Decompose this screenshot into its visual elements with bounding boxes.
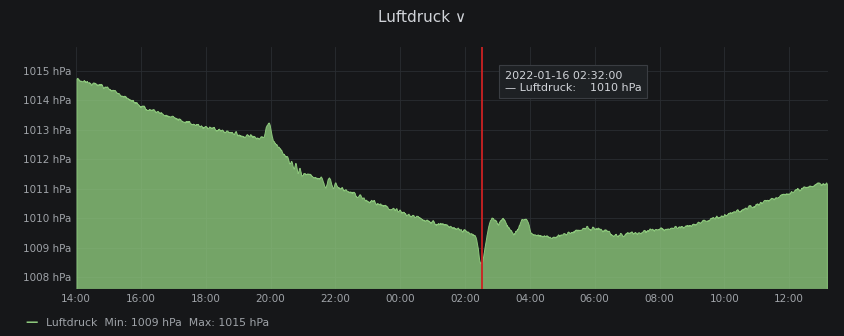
Text: Luftdruck  Min: 1009 hPa  Max: 1015 hPa: Luftdruck Min: 1009 hPa Max: 1015 hPa [46,318,269,328]
Text: 2022-01-16 02:32:00
— Luftdruck:    1010 hPa: 2022-01-16 02:32:00 — Luftdruck: 1010 hP… [504,71,641,93]
Text: —: — [25,316,38,329]
Text: Luftdruck ∨: Luftdruck ∨ [378,10,466,25]
